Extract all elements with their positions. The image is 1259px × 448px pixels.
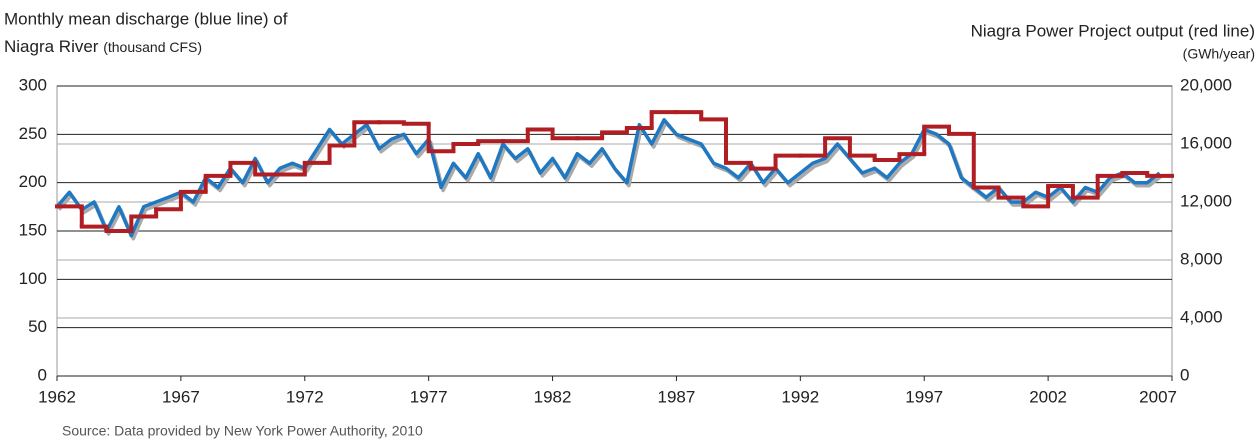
y-tick-label: 150 <box>19 220 47 239</box>
y2-unit: (GWh/year) <box>1183 46 1255 62</box>
x-tick-label: 1997 <box>905 387 943 406</box>
x-tick-label: 1977 <box>410 387 448 406</box>
y2-tick-label: 12,000 <box>1180 191 1232 210</box>
y2-tick-label: 4,000 <box>1180 307 1223 326</box>
y-tick-label: 50 <box>28 317 47 336</box>
x-tick-label: 1967 <box>162 387 200 406</box>
y2-label: Niagra Power Project output (red line) <box>971 21 1255 40</box>
x-tick-label: 1982 <box>534 387 572 406</box>
y-label: Monthly mean discharge (blue line) of <box>4 9 288 28</box>
y-tick-label: 0 <box>38 365 47 384</box>
x-tick-label: 1972 <box>286 387 324 406</box>
y-label: Niagra River (thousand CFS) <box>4 37 202 56</box>
x-tick-label: 2002 <box>1029 387 1067 406</box>
x-tick-label: 1987 <box>658 387 696 406</box>
y-tick-label: 300 <box>19 75 47 94</box>
y2-tick-label: 0 <box>1180 365 1189 384</box>
y2-tick-label: 20,000 <box>1180 75 1232 94</box>
y-label-2: Niagra River <box>4 37 99 56</box>
x-tick-label: 2007 <box>1139 387 1177 406</box>
y2-tick-label: 8,000 <box>1180 249 1223 268</box>
y-tick-label: 250 <box>19 124 47 143</box>
x-tick-label: 1992 <box>781 387 819 406</box>
y-tick-label: 100 <box>19 269 47 288</box>
y2-tick-label: 16,000 <box>1180 133 1232 152</box>
y-unit: (thousand CFS) <box>103 39 202 55</box>
x-tick-label: 1962 <box>38 387 76 406</box>
source: Source: Data provided by New York Power … <box>62 423 423 439</box>
y-tick-label: 200 <box>19 172 47 191</box>
